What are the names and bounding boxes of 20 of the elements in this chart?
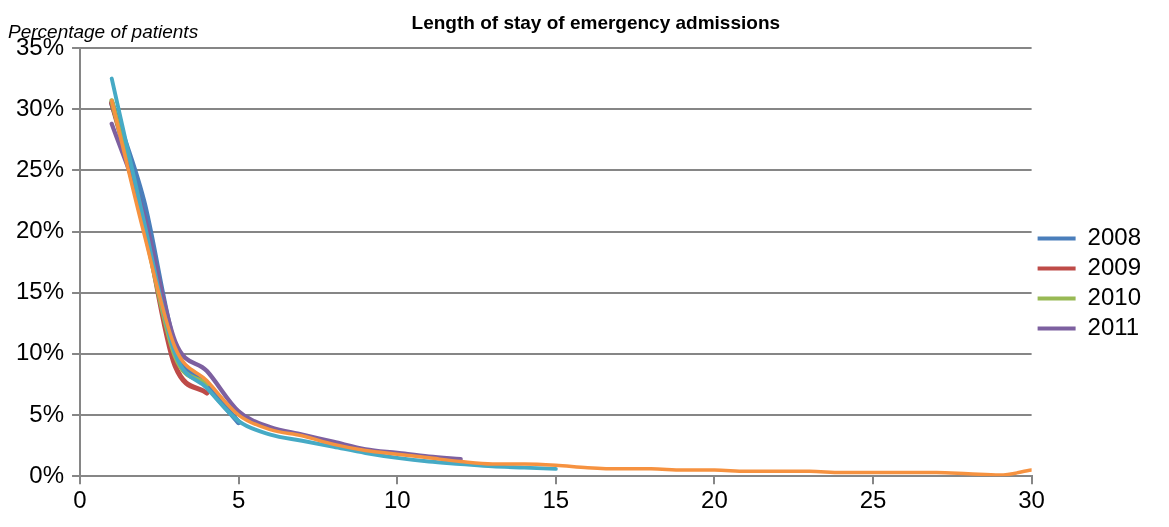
x-tick-label: 30 xyxy=(1018,486,1045,514)
y-tick-label: 25% xyxy=(15,154,65,182)
x-tick-label: 15 xyxy=(542,486,570,514)
y-tick-label: 20% xyxy=(15,216,65,244)
y-tick-label: 10% xyxy=(15,338,65,366)
y-tick-label: 15% xyxy=(15,277,65,305)
x-tick-label: 20 xyxy=(701,486,728,514)
x-tick-label: 10 xyxy=(383,486,411,514)
x-tick-label: 5 xyxy=(231,486,246,514)
y-tick-label: 0% xyxy=(29,460,65,488)
x-tick-label: 25 xyxy=(859,486,887,514)
line-series xyxy=(110,98,1032,477)
legend-label: 2009 xyxy=(1087,253,1141,281)
chart-title: Length of stay of emergency admissions xyxy=(411,12,781,34)
legend-label: 2011 xyxy=(1087,313,1140,341)
legend-label: 2008 xyxy=(1087,223,1141,251)
legend-label: 2010 xyxy=(1087,283,1141,311)
y-tick-label: 30% xyxy=(15,93,65,121)
x-tick-label: 0 xyxy=(73,486,87,514)
y-tick-label: 5% xyxy=(29,399,65,427)
